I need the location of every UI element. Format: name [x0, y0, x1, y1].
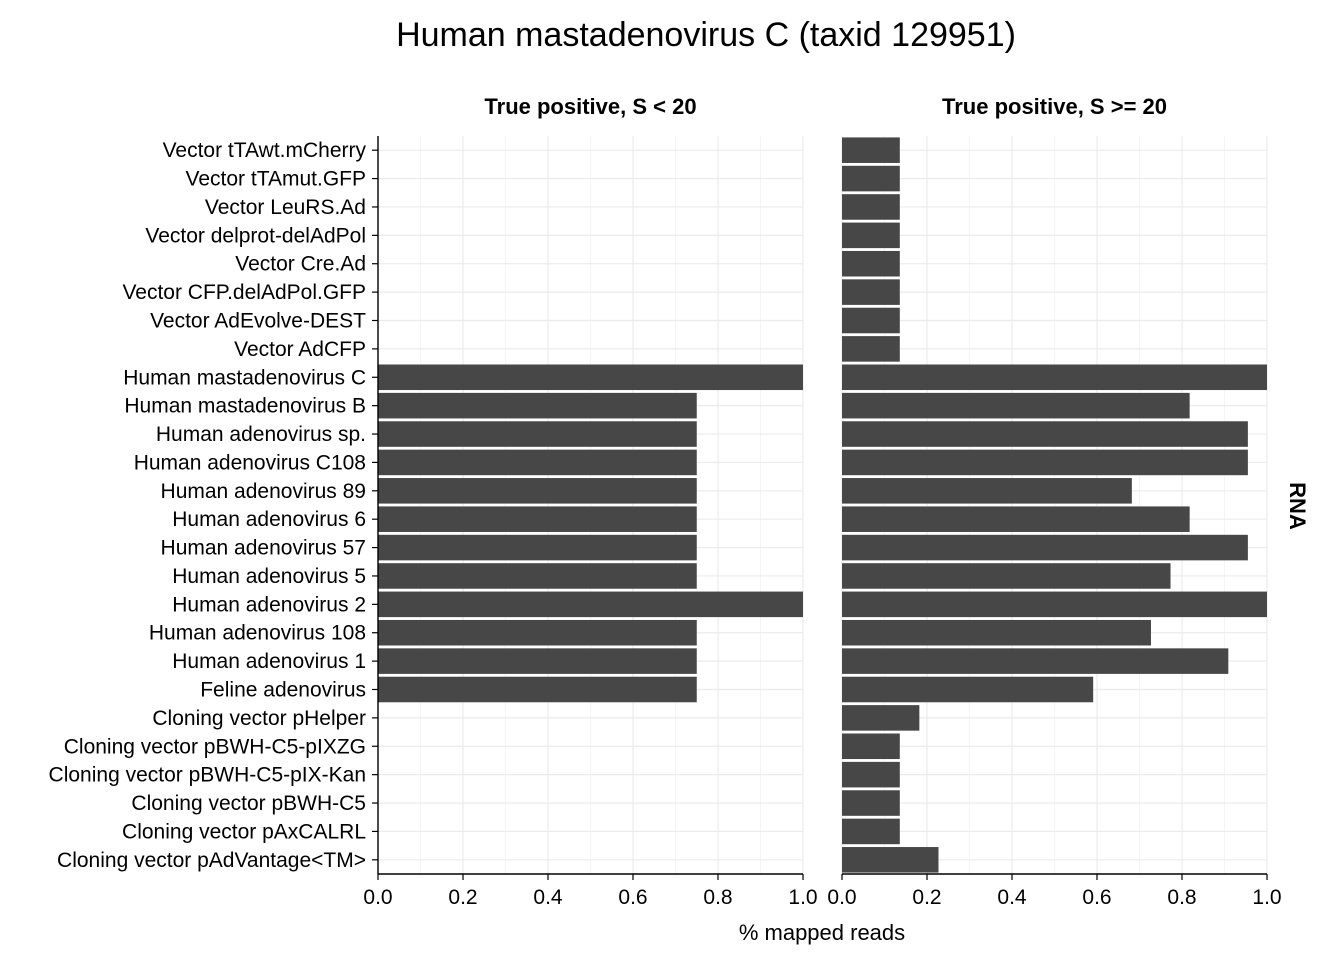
y-tick-label: Vector AdCFP	[234, 338, 366, 361]
y-tick-label: Human adenovirus 57	[161, 537, 366, 560]
bar-1-human-mastadenovirus-c	[378, 364, 803, 391]
y-tick-label: Human mastadenovirus B	[124, 395, 366, 418]
x-tick-label: 0.6	[618, 886, 647, 909]
bar-2-vector-cfp-deladpol-gfp	[842, 279, 900, 305]
y-axis: Vector tTAwt.mCherry Vector tTAmut.GFP Vec…	[49, 136, 379, 874]
bar-2-cloning-vector-padvantage-tm	[842, 847, 939, 873]
facet-title-2: True positive, S >= 20	[942, 94, 1167, 119]
bar-2-vector-leurs-ad	[842, 194, 900, 220]
bar-1-human-adenovirus-c108	[378, 449, 697, 476]
bar-1-human-adenovirus-2	[378, 591, 803, 618]
y-tick-label: Human adenovirus 89	[161, 480, 366, 503]
bar-2-human-adenovirus-1	[842, 648, 1229, 674]
bar-2-vector-adcfp	[842, 336, 900, 362]
facet-strip-label-rna: RNA	[1285, 482, 1310, 530]
bar-2-vector-cre-ad	[842, 250, 900, 277]
chart-panels: True positive, S < 200.0 0.2 0.4 0.6 0.8 1.0T…	[49, 94, 1282, 909]
x-tick-label: 0.0	[363, 886, 392, 909]
bar-1-human-adenovirus-5	[378, 563, 697, 589]
panel-1: True positive, S < 20 0.0 0.2 0.4 0.6 0.8 1.0	[363, 94, 817, 909]
y-tick-label: Vector tTAmut.GFP	[186, 168, 367, 191]
bar-1-human-adenovirus-1	[378, 648, 697, 674]
bar-1-human-adenovirus-6	[378, 506, 697, 532]
bar-2-cloning-vector-pbwh-c5-pix-kan	[842, 761, 900, 788]
panel-2: True positive, S >= 20 0.0 0.2 0.4 0.6 0.8 1.0	[827, 94, 1281, 909]
bar-2-cloning-vector-paxcalrl	[842, 818, 900, 845]
bar-1-human-adenovirus-57	[378, 534, 697, 561]
y-tick-label: Vector Cre.Ad	[235, 253, 366, 276]
x-tick-label: 0.4	[997, 886, 1027, 909]
bar-1-human-adenovirus-sp	[378, 421, 697, 447]
bar-2-human-adenovirus-108	[842, 619, 1151, 646]
bar-2-human-mastadenovirus-b	[842, 392, 1190, 419]
x-tick-label: 0.8	[703, 886, 732, 909]
bar-2-human-adenovirus-2	[842, 591, 1267, 618]
bar-2-cloning-vector-phelper	[842, 705, 920, 731]
y-tick-label: Vector CFP.delAdPol.GFP	[122, 281, 366, 304]
y-tick-label: Cloning vector pBWH-C5-pIXZG	[64, 735, 366, 758]
chart-title: Human mastadenovirus C (taxid 129951)	[396, 16, 1016, 54]
x-tick-label: 0.6	[1082, 886, 1111, 909]
bar-2-human-adenovirus-c108	[842, 449, 1248, 476]
bar-2-cloning-vector-pbwh-c5-pixzg	[842, 733, 900, 760]
y-tick-label: Cloning vector pBWH-C5	[131, 792, 366, 815]
x-tick-label: 0.2	[912, 886, 941, 909]
y-tick-label: Feline adenovirus	[200, 679, 366, 702]
y-tick-label: Human adenovirus 6	[172, 508, 366, 531]
bar-2-cloning-vector-pbwh-c5	[842, 790, 900, 816]
bar-1-human-adenovirus-89	[378, 478, 697, 504]
y-tick-label: Vector tTAwt.mCherry	[163, 139, 367, 162]
bar-2-vector-adevolve-dest	[842, 307, 900, 334]
y-tick-label: Human adenovirus sp.	[156, 423, 366, 446]
bar-1-feline-adenovirus	[378, 676, 697, 703]
bar-2-feline-adenovirus	[842, 676, 1094, 703]
y-tick-label: Cloning vector pBWH-C5-pIX-Kan	[49, 764, 366, 787]
bar-2-vector-delprot-deladpol	[842, 222, 900, 249]
y-tick-label: Vector delprot-delAdPol	[145, 224, 366, 247]
bar-2-human-adenovirus-sp	[842, 421, 1248, 447]
x-tick-label: 1.0	[788, 886, 817, 909]
x-tick-label: 1.0	[1252, 886, 1281, 909]
y-tick-label: Human adenovirus 108	[149, 622, 366, 645]
bar-2-vector-ttawt-mcherry	[842, 137, 900, 163]
y-tick-label: Human mastadenovirus C	[123, 366, 366, 389]
bar-1-human-adenovirus-108	[378, 619, 697, 646]
x-tick-label: 0.0	[827, 886, 856, 909]
y-tick-label: Cloning vector pAdVantage<TM>	[57, 849, 366, 872]
y-tick-label: Human adenovirus 2	[172, 593, 366, 616]
x-tick-label: 0.8	[1167, 886, 1196, 909]
y-tick-label: Human adenovirus 5	[172, 565, 366, 588]
facet-title-1: True positive, S < 20	[484, 94, 696, 119]
x-tick-label: 0.4	[533, 886, 563, 909]
y-tick-label: Cloning vector pAxCALRL	[122, 820, 366, 843]
x-axis-title: % mapped reads	[739, 920, 905, 945]
bar-2-human-adenovirus-89	[842, 478, 1132, 504]
bar-2-human-mastadenovirus-c	[842, 364, 1267, 391]
y-tick-label: Cloning vector pHelper	[152, 707, 366, 730]
bar-2-vector-ttamut-gfp	[842, 165, 900, 192]
bar-2-human-adenovirus-5	[842, 563, 1171, 589]
bar-2-human-adenovirus-57	[842, 534, 1248, 561]
x-tick-label: 0.2	[448, 886, 477, 909]
y-tick-label: Vector AdEvolve-DEST	[150, 310, 366, 333]
y-tick-label: Vector LeuRS.Ad	[205, 196, 366, 219]
bar-2-human-adenovirus-6	[842, 506, 1190, 532]
y-tick-label: Human adenovirus C108	[134, 451, 366, 474]
y-tick-label: Human adenovirus 1	[172, 650, 366, 673]
bar-1-human-mastadenovirus-b	[378, 392, 697, 419]
